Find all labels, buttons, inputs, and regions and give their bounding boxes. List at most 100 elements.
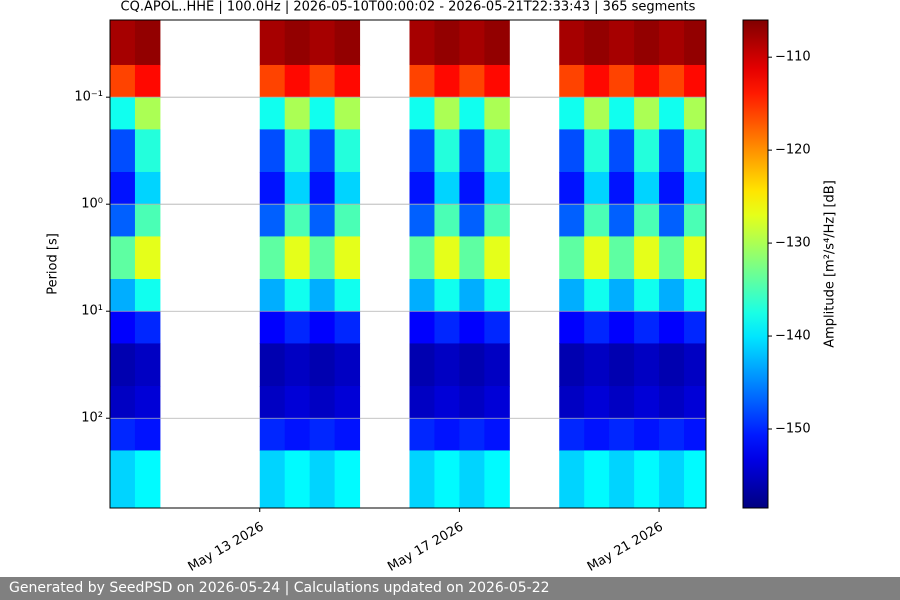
heatmap-cell — [434, 97, 460, 130]
heatmap-cell — [609, 386, 635, 419]
heatmap-cell — [259, 311, 286, 344]
heatmap-cell — [110, 129, 136, 173]
heatmap-cell — [659, 386, 685, 419]
heatmap-cell — [584, 418, 610, 451]
heatmap-cell — [309, 450, 336, 508]
heatmap-cell — [559, 171, 585, 205]
heatmap-cell — [110, 204, 136, 237]
heatmap-cell — [584, 171, 610, 205]
heatmap-cell — [559, 64, 585, 98]
heatmap-cell — [134, 171, 161, 205]
heatmap-cell — [409, 171, 435, 205]
heatmap-cell — [609, 64, 635, 98]
heatmap-cell — [634, 20, 660, 66]
heatmap-cell — [110, 418, 136, 451]
heatmap-cell — [659, 311, 685, 344]
heatmap-cell — [309, 236, 336, 280]
y-tick-label: 10⁻¹ — [74, 90, 103, 105]
heatmap-cell — [309, 418, 336, 451]
heatmap-cell — [259, 418, 286, 451]
heatmap-cell — [409, 64, 435, 98]
heatmap-cell — [634, 386, 660, 419]
heatmap-cell — [459, 20, 485, 66]
heatmap-cell — [584, 64, 610, 98]
heatmap-cell — [659, 279, 685, 312]
y-tick-label: 10¹ — [81, 304, 103, 319]
heatmap-cell — [609, 311, 635, 344]
heatmap-cell — [134, 236, 161, 280]
heatmap-cell — [259, 64, 286, 98]
heatmap-cell — [334, 64, 361, 98]
heatmap-cell — [110, 450, 136, 508]
colorbar-tick-label: −120 — [775, 143, 811, 158]
heatmap-cell — [309, 20, 336, 66]
heatmap-cell — [634, 279, 660, 312]
heatmap-cell — [434, 450, 460, 508]
heatmap-cell — [259, 204, 286, 237]
heatmap-cell — [334, 343, 361, 387]
heatmap-cell — [309, 204, 336, 237]
heatmap-cell — [484, 97, 510, 130]
heatmap-cell — [659, 204, 685, 237]
heatmap-cell — [334, 236, 361, 280]
heatmap-cell — [559, 279, 585, 312]
heatmap-cell — [434, 279, 460, 312]
y-tick-label: 10⁰ — [81, 197, 103, 212]
colorbar-tick-label: −150 — [775, 421, 811, 436]
heatmap-cell — [334, 418, 361, 451]
heatmap-cell — [659, 450, 685, 508]
heatmap-cell — [634, 418, 660, 451]
heatmap-cell — [659, 343, 685, 387]
heatmap-cell — [634, 311, 660, 344]
heatmap-cell — [110, 386, 136, 419]
heatmap-cell — [434, 236, 460, 280]
heatmap-cell — [609, 171, 635, 205]
heatmap-cell — [609, 20, 635, 66]
heatmap-cell — [434, 20, 460, 66]
heatmap-cell — [609, 236, 635, 280]
heatmap-cell — [259, 343, 286, 387]
heatmap-cell — [434, 311, 460, 344]
heatmap-cell — [609, 279, 635, 312]
heatmap-cell — [559, 450, 585, 508]
heatmap-cell — [110, 171, 136, 205]
heatmap-cell — [284, 386, 311, 419]
heatmap-cell — [334, 97, 361, 130]
heatmap-cell — [659, 418, 685, 451]
heatmap-cell — [134, 418, 161, 451]
plot-frame — [109, 19, 707, 509]
heatmap-cell — [134, 129, 161, 173]
heatmap-cell — [559, 236, 585, 280]
heatmap-cell — [609, 129, 635, 173]
x-tick-label: May 13 2026 — [186, 520, 267, 575]
x-tick-label: May 21 2026 — [585, 520, 666, 575]
heatmap-cell — [259, 450, 286, 508]
heatmap-cell — [459, 418, 485, 451]
heatmap-cell — [309, 386, 336, 419]
heatmap-cell — [584, 97, 610, 130]
heatmap — [110, 20, 706, 508]
heatmap-cell — [284, 279, 311, 312]
heatmap-cell — [584, 343, 610, 387]
heatmap-cell — [684, 171, 706, 205]
heatmap-cell — [584, 129, 610, 173]
heatmap-cell — [484, 386, 510, 419]
heatmap-cell — [409, 311, 435, 344]
heatmap-cell — [559, 204, 585, 237]
heatmap-cell — [634, 129, 660, 173]
heatmap-cell — [284, 418, 311, 451]
heatmap-cell — [484, 311, 510, 344]
heatmap-cell — [259, 236, 286, 280]
heatmap-cell — [284, 129, 311, 173]
heatmap-cell — [559, 20, 585, 66]
heatmap-cell — [134, 279, 161, 312]
heatmap-cell — [559, 386, 585, 419]
heatmap-cell — [459, 311, 485, 344]
heatmap-cell — [334, 129, 361, 173]
heatmap-cell — [409, 279, 435, 312]
heatmap-cell — [284, 204, 311, 237]
heatmap-cell — [259, 171, 286, 205]
footer: Generated by SeedPSD on 2026-05-24 | Cal… — [0, 577, 900, 600]
heatmap-cell — [334, 279, 361, 312]
heatmap-cell — [684, 97, 706, 130]
